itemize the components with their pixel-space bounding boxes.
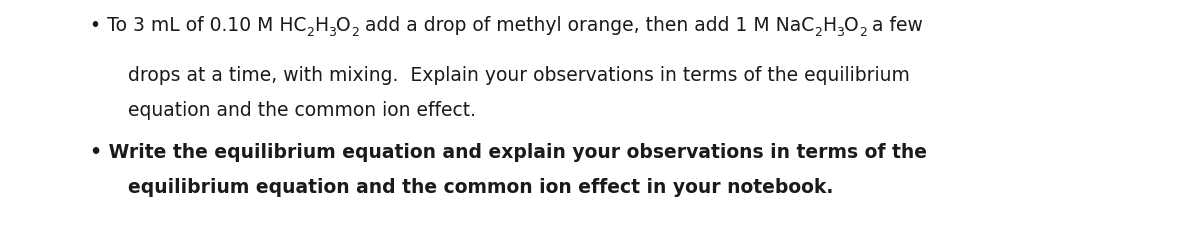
Text: O: O [336,16,352,35]
Text: O: O [844,16,859,35]
Text: 2: 2 [306,26,314,39]
Text: a few: a few [866,16,923,35]
Text: drops at a time, with mixing.  Explain your observations in terms of the equilib: drops at a time, with mixing. Explain yo… [128,66,910,85]
Text: H: H [314,16,329,35]
Text: H: H [822,16,836,35]
Text: add a drop of methyl orange, then add 1 M NaC: add a drop of methyl orange, then add 1 … [359,16,814,35]
Text: equation and the common ion effect.: equation and the common ion effect. [128,101,476,120]
Text: 2: 2 [859,26,866,39]
Text: • To 3 mL of 0.10 M HC: • To 3 mL of 0.10 M HC [90,16,306,35]
Text: • Write the equilibrium equation and explain your observations in terms of the: • Write the equilibrium equation and exp… [90,143,928,162]
Text: 3: 3 [329,26,336,39]
Text: 2: 2 [814,26,822,39]
Text: 3: 3 [836,26,844,39]
Text: equilibrium equation and the common ion effect in your notebook.: equilibrium equation and the common ion … [128,178,833,197]
Text: 2: 2 [352,26,359,39]
